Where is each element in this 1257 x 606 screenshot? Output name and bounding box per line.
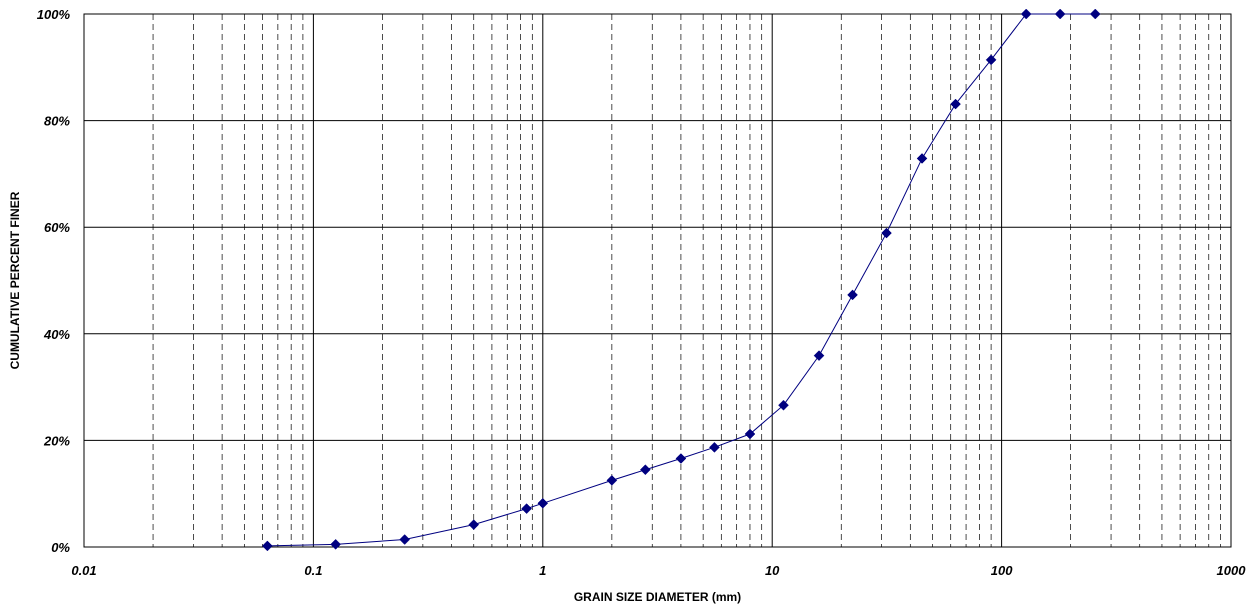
y-tick-label: 60% — [44, 220, 70, 235]
y-tick-label: 0% — [51, 540, 70, 555]
x-axis-title: GRAIN SIZE DIAMETER (mm) — [574, 590, 741, 604]
y-axis-title: CUMULATIVE PERCENT FINER — [8, 191, 22, 369]
x-tick-label: 10 — [765, 563, 780, 578]
minor-gridlines — [152, 14, 1221, 547]
x-tick-label: 100 — [991, 563, 1013, 578]
data-point — [521, 503, 532, 514]
series-layer — [262, 8, 1101, 552]
data-point — [1020, 8, 1032, 20]
data-point — [778, 399, 789, 411]
y-tick-label: 100% — [37, 7, 71, 22]
x-tick-label: 0.01 — [71, 563, 96, 578]
y-tick-label: 40% — [43, 327, 70, 342]
data-point — [640, 464, 651, 476]
data-point — [675, 453, 687, 464]
data-point — [1054, 8, 1066, 20]
x-tick-label: 1000 — [1217, 563, 1247, 578]
data-point — [709, 441, 720, 453]
x-tick-label: 0.1 — [304, 563, 322, 578]
series-line — [267, 13, 1096, 547]
y-axis-tick-labels: 0% 20% 40% 60% 80% 100% — [37, 7, 71, 555]
data-point — [262, 540, 273, 552]
data-point — [1089, 8, 1101, 20]
major-gridlines — [84, 14, 1231, 547]
data-point — [537, 497, 549, 509]
data-point — [468, 519, 480, 530]
data-point — [606, 475, 618, 486]
data-point — [916, 153, 928, 164]
x-tick-label: 1 — [539, 563, 546, 578]
data-point — [847, 289, 858, 301]
data-point — [813, 350, 825, 362]
x-axis-tick-labels: 0.01 0.1 1 10 100 1000 — [71, 563, 1246, 578]
y-tick-label: 80% — [44, 114, 70, 129]
y-tick-label: 20% — [43, 433, 70, 448]
data-point — [950, 98, 961, 110]
plot-area-border — [83, 13, 1232, 548]
data-point — [985, 54, 997, 66]
data-point — [399, 534, 411, 545]
data-point — [744, 428, 756, 440]
data-point — [881, 227, 892, 239]
data-point — [330, 538, 341, 550]
